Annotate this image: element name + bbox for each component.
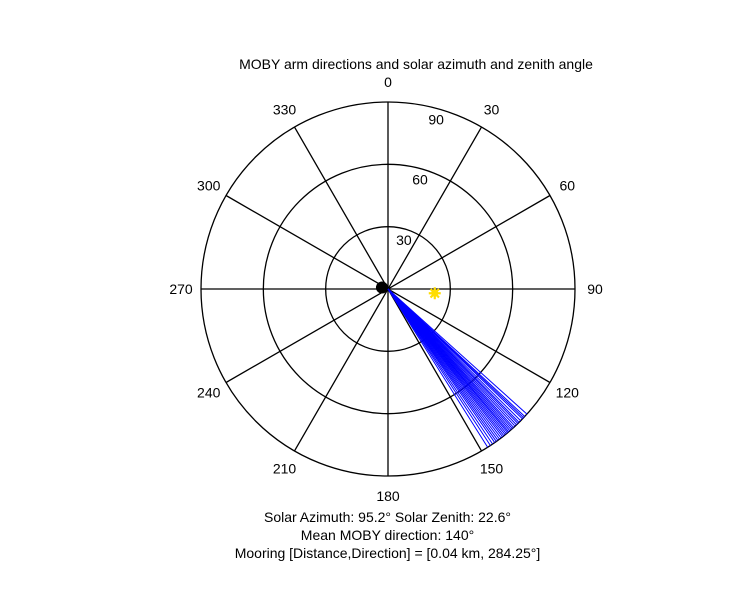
angle-tick-label: 0 — [384, 74, 392, 90]
radial-tick-label: 60 — [412, 172, 428, 188]
moby-direction-caption: Mean MOBY direction: 140° — [300, 527, 475, 543]
angle-tick-label: 90 — [587, 281, 603, 297]
angle-tick-label: 150 — [480, 460, 504, 476]
angle-tick-label: 180 — [376, 488, 400, 504]
arm-line — [387, 288, 528, 415]
radial-tick-labels: 30 60 90 — [396, 111, 444, 247]
angle-tick-label: 240 — [197, 385, 221, 401]
markers — [375, 281, 441, 300]
arm-line — [387, 288, 491, 446]
angle-tick-labels: 0 30 60 90 120 150 180 210 240 270 300 330 — [169, 74, 603, 504]
arm-direction-lines — [387, 288, 528, 448]
angle-tick-label: 300 — [197, 178, 221, 194]
angle-tick-label: 210 — [273, 460, 297, 476]
arm-line — [387, 288, 489, 448]
angle-tick-label: 60 — [559, 178, 575, 194]
angle-tick-label: 270 — [169, 281, 193, 297]
sun-marker — [428, 287, 441, 300]
radial-tick-label: 30 — [396, 232, 412, 248]
chart-title: MOBY arm directions and solar azimuth an… — [239, 56, 593, 72]
angle-tick-label: 30 — [484, 102, 500, 118]
mooring-marker — [375, 281, 388, 294]
solar-caption: Solar Azimuth: 95.2° Solar Zenith: 22.6° — [264, 509, 511, 525]
angle-tick-label: 120 — [556, 385, 580, 401]
mooring-caption: Mooring [Distance,Direction] = [0.04 km,… — [234, 545, 541, 561]
angle-tick-label: 330 — [273, 102, 297, 118]
radial-tick-label: 90 — [428, 111, 444, 127]
